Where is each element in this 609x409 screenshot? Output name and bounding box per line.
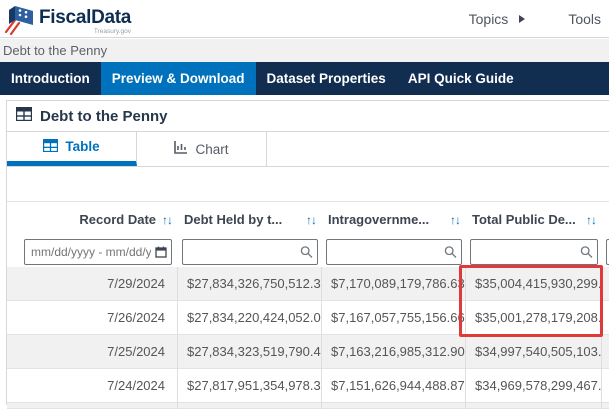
cell-debt-held: $27,817,951,354,978.31	[178, 369, 322, 403]
sort-icon[interactable]: ↑↓	[586, 212, 597, 227]
dataset-panel: Debt to the Penny Table	[6, 100, 609, 409]
sort-icon[interactable]: ↑↓	[306, 212, 317, 227]
column-header-intragovernmental[interactable]: Intragovernme... ↑↓	[328, 212, 461, 227]
search-input-total-public-debt[interactable]	[470, 239, 598, 265]
cell-total-public-debt: $35,001,278,179,208.67	[466, 301, 602, 335]
calendar-icon[interactable]	[155, 246, 167, 258]
search-input-intragovernmental[interactable]	[326, 239, 462, 265]
column-header-record-date[interactable]: Record Date ↑↓	[79, 212, 173, 227]
header-menu: Topics Tools	[469, 0, 601, 38]
cell-total-public-debt: $34,969,578,299,467.18	[466, 369, 602, 403]
tools-menu[interactable]: Tools	[568, 11, 601, 27]
cell-intragovernmental: $7,170,089,179,786.63	[322, 267, 466, 301]
cell-intragovernmental: $7,167,057,755,156.66	[322, 301, 466, 335]
topics-menu[interactable]: Topics	[468, 11, 509, 27]
view-tab-chart-label: Chart	[195, 141, 229, 157]
cell-intragovernmental: $7,151,626,944,488.87	[322, 369, 466, 403]
chart-icon	[174, 141, 188, 157]
view-tab-chart[interactable]: Chart	[137, 132, 267, 166]
search-input-partial[interactable]	[606, 239, 609, 265]
cell-debt-held: $27,834,326,750,512.37	[178, 267, 322, 301]
search-icon	[444, 246, 457, 259]
tab-api-quick-guide[interactable]: API Quick Guide	[407, 71, 514, 86]
filter-cell-intragovernmental	[322, 239, 466, 265]
cell-partial	[602, 369, 609, 403]
treasury-flag-icon	[4, 3, 36, 40]
tab-introduction[interactable]: Introduction	[11, 71, 90, 86]
column-header-debt-held[interactable]: Debt Held by t... ↑↓	[184, 212, 317, 227]
table-icon	[43, 138, 59, 155]
table-header-row: Record Date ↑↓ Debt Held by t... ↑↓ Intr…	[7, 201, 609, 237]
sort-icon[interactable]: ↑↓	[450, 212, 461, 227]
cell-partial	[602, 267, 609, 301]
data-table: Record Date ↑↓ Debt Held by t... ↑↓ Intr…	[7, 201, 609, 409]
table-row[interactable]: 7/26/2024 $27,834,220,424,052.01 $7,167,…	[7, 301, 609, 335]
tab-preview-download[interactable]: Preview & Download	[100, 62, 256, 95]
dataset-title-bar: Debt to the Penny	[7, 101, 609, 132]
table-grid-icon	[15, 106, 33, 126]
topics-chevron-icon[interactable]	[519, 15, 526, 23]
view-tab-table-label: Table	[65, 139, 100, 154]
site-header: FiscalData Treasury.gov Topics Tools	[0, 0, 609, 38]
cell-partial	[602, 301, 609, 335]
table-row[interactable]: 7/25/2024 $27,834,323,519,790.43 $7,163,…	[7, 335, 609, 369]
date-range-input[interactable]	[24, 239, 172, 265]
search-icon	[300, 246, 313, 259]
cell-record-date: 7/25/2024	[7, 335, 178, 369]
dataset-navbar: Introduction Preview & Download Dataset …	[0, 62, 609, 95]
search-icon	[580, 246, 593, 259]
cell-debt-held: $27,834,220,424,052.01	[178, 301, 322, 335]
cell-intragovernmental: $7,163,216,985,312.90	[322, 335, 466, 369]
cell-record-date: 7/24/2024	[7, 369, 178, 403]
cell-record-date: 7/26/2024	[7, 301, 178, 335]
filter-cell-partial	[602, 239, 609, 265]
search-input-debt-held[interactable]	[182, 239, 318, 265]
table-row-clipped	[7, 403, 609, 409]
column-header-total-public-debt[interactable]: Total Public De... ↑↓	[472, 212, 597, 227]
cell-debt-held: $27,834,323,519,790.43	[178, 335, 322, 369]
view-tab-table[interactable]: Table	[7, 132, 137, 166]
cell-total-public-debt: $34,997,540,505,103.33	[466, 335, 602, 369]
breadcrumb: Debt to the Penny	[0, 39, 609, 62]
view-toggle: Table Chart	[7, 132, 609, 167]
table-filter-row	[7, 237, 609, 267]
cell-record-date: 7/29/2024	[7, 267, 178, 301]
logo-title: FiscalData	[39, 7, 132, 28]
filter-cell-debt-held	[178, 239, 322, 265]
logo-subtitle: Treasury.gov	[93, 28, 132, 35]
sort-icon[interactable]: ↑↓	[162, 212, 173, 227]
filter-cell-total-public-debt	[466, 239, 602, 265]
cell-total-public-debt: $35,004,415,930,299.00	[466, 267, 602, 301]
tab-dataset-properties[interactable]: Dataset Properties	[266, 71, 386, 86]
fiscal-data-logo[interactable]: FiscalData Treasury.gov	[4, 3, 131, 40]
table-row[interactable]: 7/29/2024 $27,834,326,750,512.37 $7,170,…	[7, 267, 609, 301]
cell-partial	[602, 335, 609, 369]
table-row[interactable]: 7/24/2024 $27,817,951,354,978.31 $7,151,…	[7, 369, 609, 403]
filter-cell-record-date	[7, 239, 178, 265]
dataset-title: Debt to the Penny	[40, 107, 168, 125]
